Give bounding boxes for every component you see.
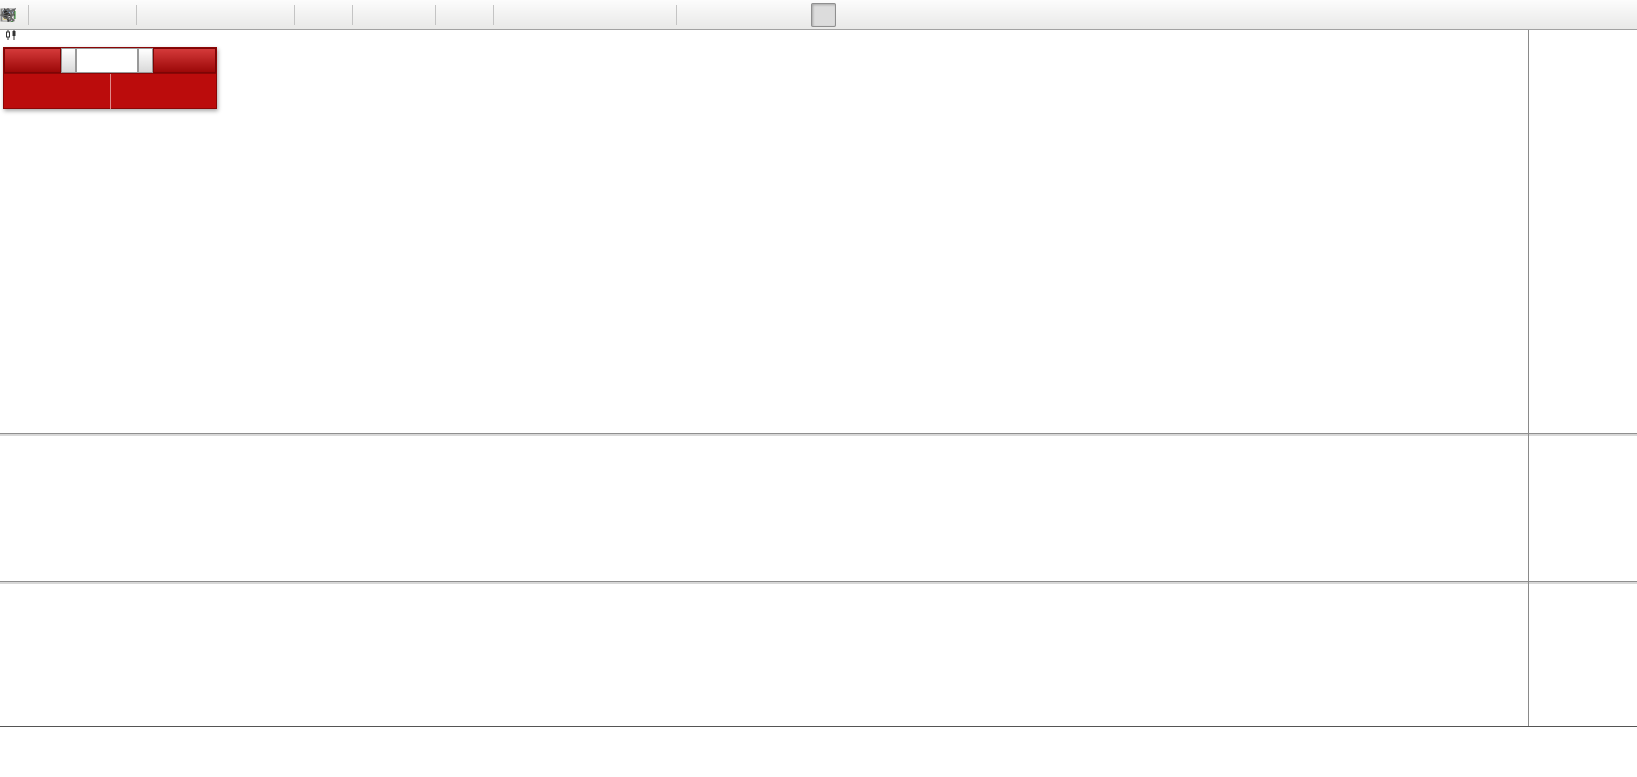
timeframe-m5-button[interactable] <box>707 3 732 27</box>
chart-symbol-icon <box>6 30 16 40</box>
label-tool-button[interactable] <box>623 3 647 27</box>
toolbar-separator <box>136 4 137 25</box>
templates-button[interactable] <box>1 3 431 27</box>
new-chart-button[interactable] <box>1 3 57 27</box>
tile-windows-button[interactable] <box>266 3 290 27</box>
toolbar-separator <box>294 4 295 25</box>
line-chart-button[interactable] <box>1 3 215 27</box>
indicators-button[interactable] <box>0 3 381 27</box>
macd-indicator-panel[interactable] <box>0 436 1528 581</box>
trendline-button[interactable] <box>548 3 572 27</box>
timeframe-m1-button[interactable] <box>681 3 706 27</box>
price-axis-border <box>1528 30 1529 726</box>
volume-decrease-button[interactable] <box>61 48 76 73</box>
buy-price-button[interactable] <box>111 74 217 109</box>
timeframe-m30-button[interactable] <box>759 3 784 27</box>
candlestick-chart-button[interactable] <box>2 3 190 27</box>
volume-increase-button[interactable] <box>138 48 153 73</box>
one-click-trading-panel <box>3 47 217 109</box>
horizontal-line-button[interactable] <box>523 3 547 27</box>
send-button[interactable] <box>0 3 1629 27</box>
panel-resize-handle[interactable] <box>0 433 1637 437</box>
sell-button[interactable] <box>4 48 61 73</box>
volume-input[interactable] <box>76 48 138 73</box>
timeframe-h4-button[interactable] <box>811 2 836 27</box>
crosshair-button[interactable] <box>1 3 489 27</box>
auto-scroll-button[interactable] <box>2 3 323 27</box>
autotrading-button[interactable] <box>0 3 132 27</box>
main-toolbar <box>0 0 1637 30</box>
panel-resize-handle[interactable] <box>0 581 1637 585</box>
text-tool-button[interactable] <box>598 3 622 27</box>
macd-header <box>6 439 18 451</box>
rsi-header <box>6 587 12 599</box>
periods-button[interactable] <box>1 3 406 27</box>
rsi-indicator-panel[interactable] <box>0 584 1528 726</box>
buy-button[interactable] <box>153 48 216 73</box>
paper-plane-icon <box>0 7 16 22</box>
shapes-button[interactable] <box>648 3 672 27</box>
mql5-community-button[interactable] <box>1 3 107 27</box>
zoom-in-button[interactable] <box>1 3 240 27</box>
timeframe-m15-button[interactable] <box>733 3 758 27</box>
timeframe-mn-button[interactable] <box>889 3 914 27</box>
chart-shift-button[interactable] <box>2 3 348 27</box>
toolbar-separator <box>352 4 353 25</box>
cursor-button[interactable] <box>4 3 464 27</box>
timeframe-w1-button[interactable] <box>863 3 888 27</box>
market-depth-button[interactable] <box>1 3 82 27</box>
zoom-out-button[interactable] <box>1 3 265 27</box>
vertical-line-button[interactable] <box>498 3 522 27</box>
toolbar-separator <box>28 4 29 25</box>
toolbar-separator <box>435 4 436 25</box>
bar-chart-button[interactable] <box>2 3 165 27</box>
fibonacci-button[interactable] <box>573 3 597 27</box>
main-price-chart[interactable] <box>0 30 1528 433</box>
timeframe-d1-button[interactable] <box>837 3 862 27</box>
sell-price-button[interactable] <box>4 74 111 109</box>
toolbar-separator <box>676 4 677 25</box>
toolbar-separator <box>493 4 494 25</box>
time-axis-border <box>0 726 1637 727</box>
timeframe-h1-button[interactable] <box>785 3 810 27</box>
search-button[interactable] <box>1 3 1601 27</box>
